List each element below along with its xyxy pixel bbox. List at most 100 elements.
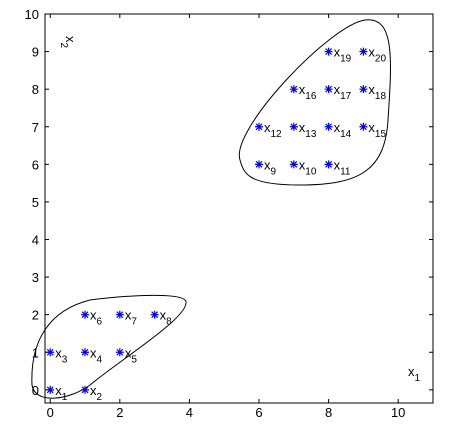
point-label-letter: x [90, 383, 97, 398]
x-tick-label: 8 [325, 405, 332, 420]
point [81, 385, 90, 394]
point-label: x5 [125, 345, 138, 365]
y-tick-label: 1 [32, 345, 39, 360]
point-label-number: 17 [340, 91, 352, 102]
y-tick-label: 4 [32, 233, 39, 248]
x-tick-label: 0 [47, 405, 54, 420]
point-label: x9 [264, 157, 277, 177]
point-label: x19 [334, 45, 352, 65]
point [359, 85, 368, 94]
x-tick-label: 4 [186, 405, 193, 420]
point [289, 85, 298, 94]
y-tick-label: 8 [32, 82, 39, 97]
point-label: x18 [368, 82, 386, 102]
point-label-number: 7 [131, 317, 137, 328]
point-label-number: 20 [375, 54, 387, 65]
point-label: x4 [90, 345, 103, 365]
point-label: x13 [299, 120, 317, 140]
x-axis-label: x1 [408, 364, 421, 384]
point-label: x20 [368, 45, 386, 65]
point-label-letter: x [368, 82, 375, 97]
y-tick-label: 5 [32, 195, 39, 210]
point-label-number: 6 [97, 317, 103, 328]
point-label-number: 11 [340, 166, 351, 177]
point-label: x8 [160, 308, 173, 328]
point [255, 122, 264, 131]
point-label-number: 8 [166, 317, 172, 328]
point-label-letter: x [299, 82, 306, 97]
point-label: x7 [125, 308, 138, 328]
point-label-number: 3 [62, 354, 68, 365]
x-axis-label-sub: 1 [415, 373, 421, 384]
y-tick-label: 0 [32, 383, 39, 398]
point [150, 310, 159, 319]
x-axis-label-text: x [408, 364, 415, 379]
point [324, 47, 333, 56]
point-label-letter: x [90, 345, 97, 360]
y-tick-label: 10 [25, 7, 39, 22]
y-tick-label: 7 [32, 120, 39, 135]
point-label-letter: x [334, 120, 341, 135]
y-tick-label: 2 [32, 308, 39, 323]
point-label-number: 10 [305, 166, 317, 177]
point-label-letter: x [125, 308, 132, 323]
point-label-letter: x [264, 157, 271, 172]
point-label: x10 [299, 157, 317, 177]
point-label: x3 [55, 345, 67, 365]
point-label: x1 [55, 383, 67, 403]
point [46, 385, 55, 394]
point [289, 160, 298, 169]
cluster-outline [31, 294, 187, 399]
y-axis-label-text: x [63, 36, 78, 43]
x-tick-label: 2 [116, 405, 123, 420]
point-label-number: 9 [271, 166, 277, 177]
point-label: x14 [334, 120, 352, 140]
point [46, 348, 55, 357]
point-label-letter: x [368, 120, 375, 135]
point-label-letter: x [334, 157, 341, 172]
point-label-letter: x [160, 308, 167, 323]
point [289, 122, 298, 131]
x-tick-label: 10 [391, 405, 405, 420]
point [324, 85, 333, 94]
point-label-letter: x [90, 308, 97, 323]
point [115, 348, 124, 357]
cluster-outline [238, 19, 391, 186]
point [324, 160, 333, 169]
point-label-number: 5 [131, 354, 137, 365]
point-label-letter: x [55, 383, 62, 398]
y-axis-label: x2 [58, 36, 78, 49]
point-label: x17 [334, 82, 352, 102]
point-label-number: 2 [97, 392, 103, 403]
point-label-number: 4 [97, 354, 103, 365]
point-label-number: 13 [305, 129, 317, 140]
y-tick-label: 9 [32, 45, 39, 60]
point-label-letter: x [299, 120, 306, 135]
point [359, 122, 368, 131]
y-tick-label: 3 [32, 270, 39, 285]
point-label: x12 [264, 120, 282, 140]
point-label-number: 16 [305, 91, 317, 102]
point-label: x15 [368, 120, 386, 140]
point-label-number: 12 [271, 129, 283, 140]
point-label-number: 1 [62, 392, 68, 403]
point-label-letter: x [299, 157, 306, 172]
point-label-letter: x [264, 120, 271, 135]
point-label: x16 [299, 82, 317, 102]
point-label: x6 [90, 308, 103, 328]
point-label: x11 [334, 157, 351, 177]
point [324, 122, 333, 131]
x-tick-label: 6 [255, 405, 262, 420]
point [81, 348, 90, 357]
y-axis-label-sub: 2 [58, 43, 69, 49]
point [115, 310, 124, 319]
point-label-letter: x [55, 345, 62, 360]
point-label-letter: x [125, 345, 132, 360]
point-label-letter: x [334, 82, 341, 97]
point-label-letter: x [334, 45, 341, 60]
point-label-letter: x [368, 45, 375, 60]
point-label-number: 14 [340, 129, 352, 140]
point [255, 160, 264, 169]
